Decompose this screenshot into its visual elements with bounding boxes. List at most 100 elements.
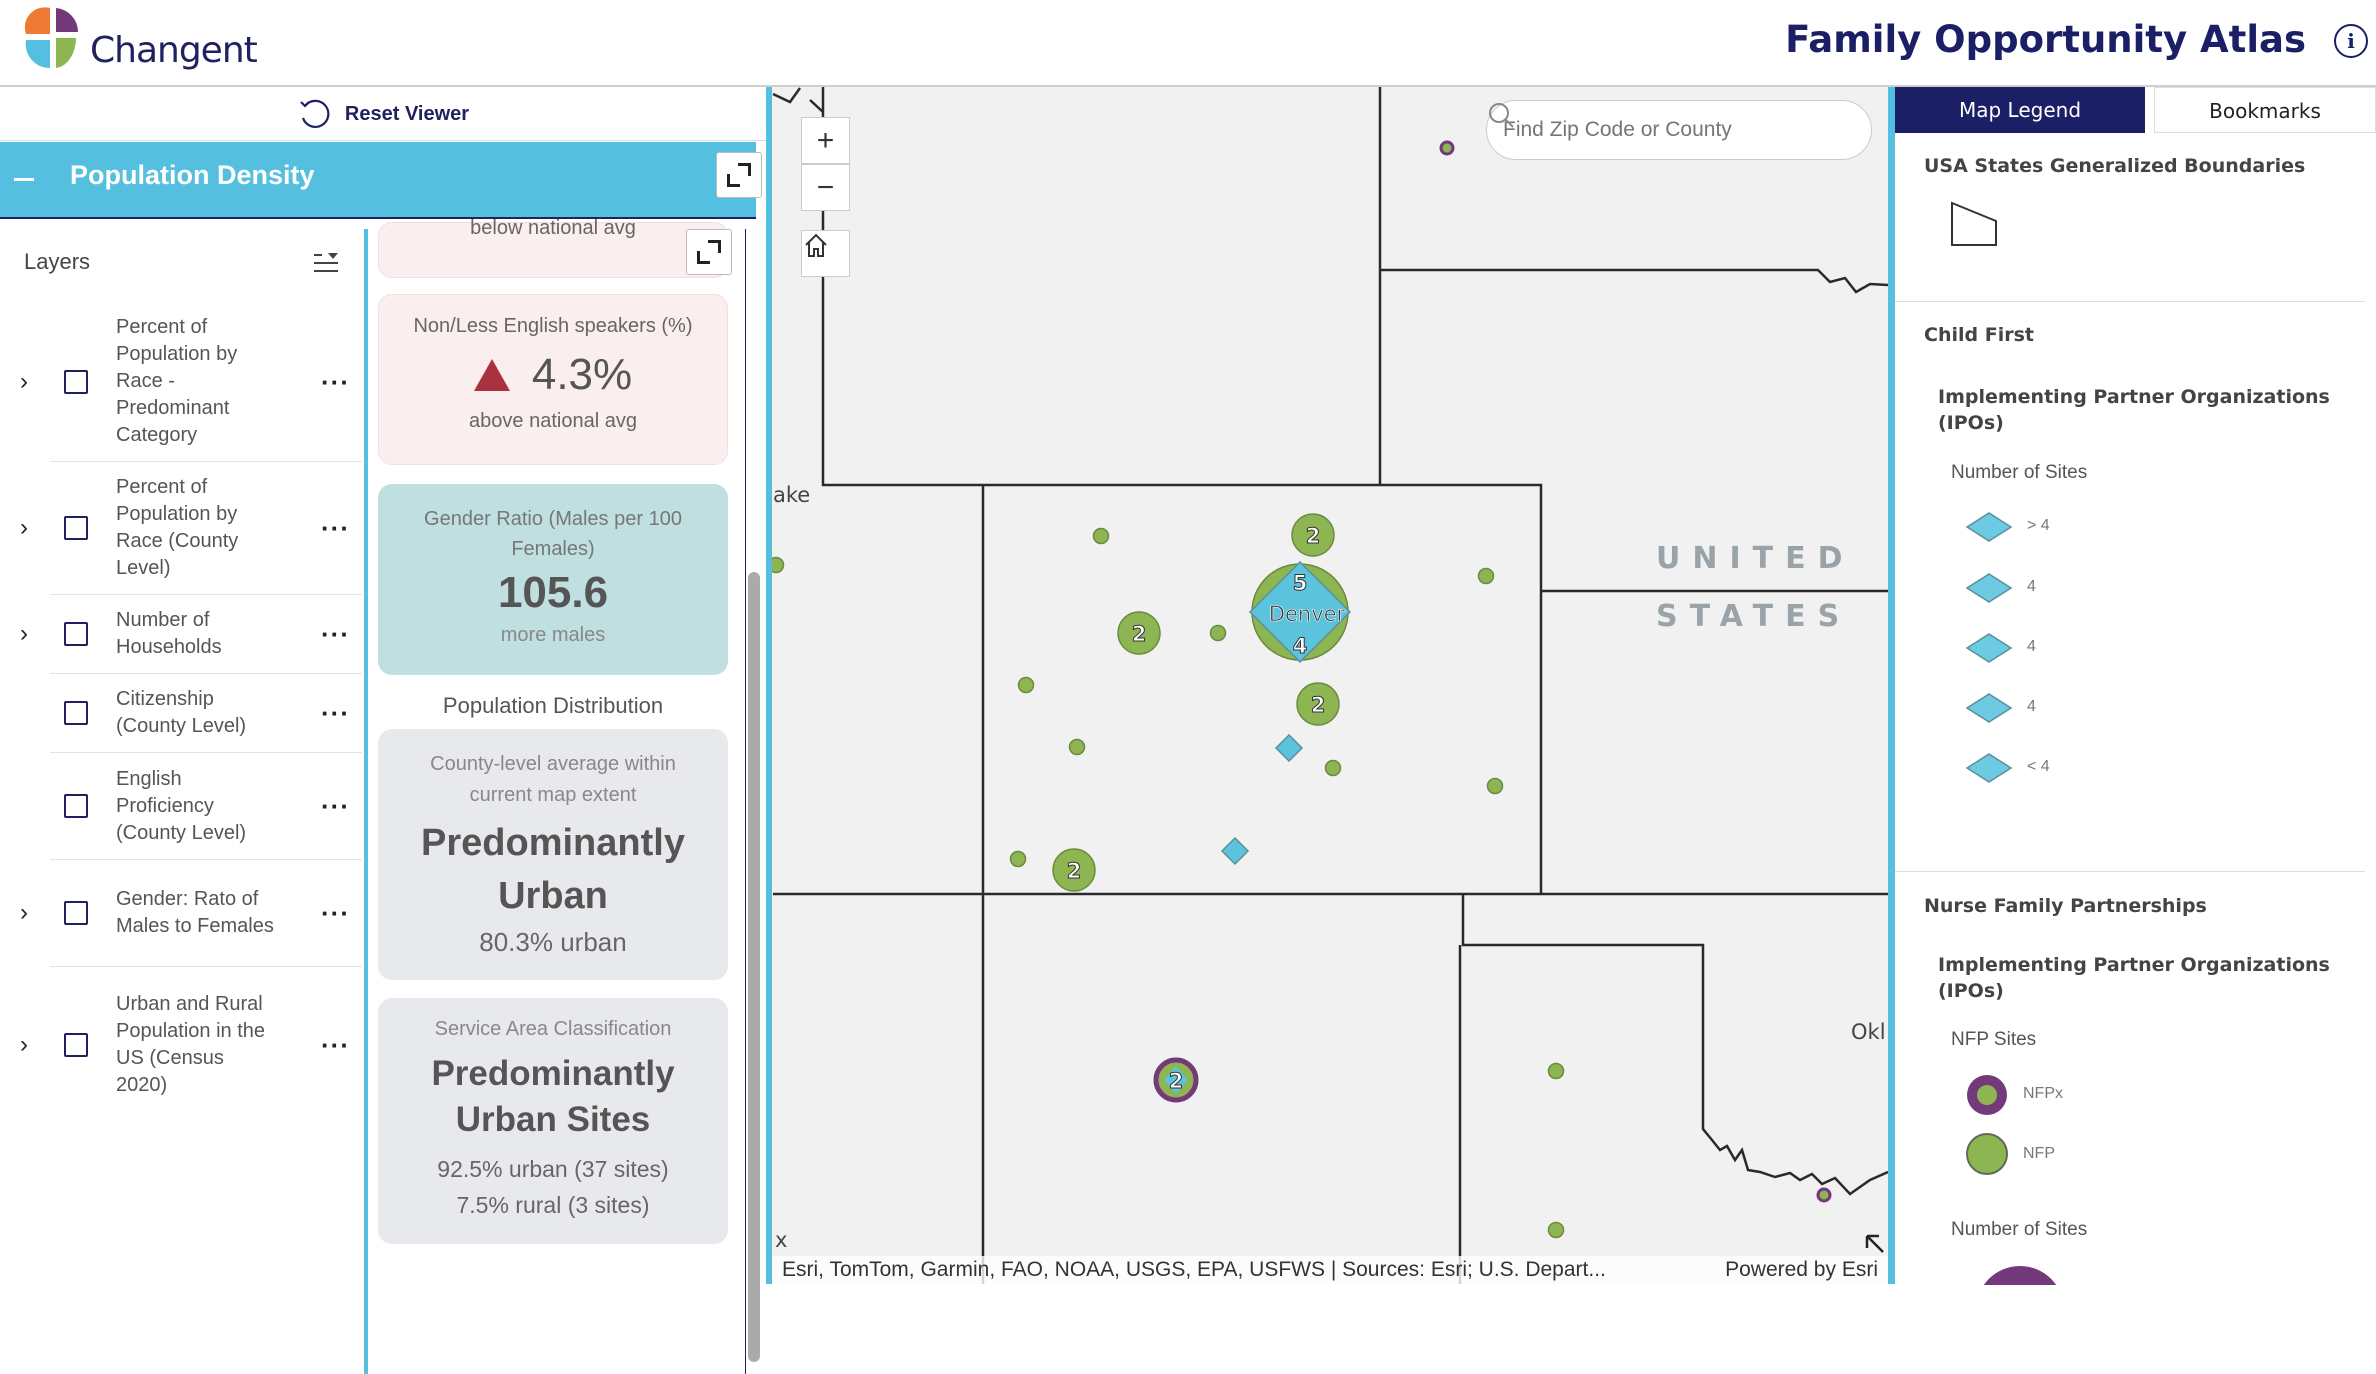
layer-checkbox[interactable] bbox=[64, 369, 88, 394]
english-speakers-card: Non/Less English speakers (%) 4.3% above… bbox=[378, 294, 728, 465]
legend-panel: Map Legend Bookmarks USA States Generali… bbox=[1895, 87, 2376, 1285]
layer-item[interactable]: English Proficiency (County Level) ··· bbox=[50, 753, 362, 860]
more-options-icon[interactable]: ··· bbox=[321, 366, 350, 397]
map-view[interactable]: UNITED STATES ake Okl x bbox=[766, 87, 1895, 1284]
powered-by-esri-link[interactable]: Powered by Esri bbox=[1725, 1258, 1878, 1281]
chevron-right-icon[interactable]: › bbox=[20, 367, 28, 395]
nfp-site-marker[interactable] bbox=[1477, 567, 1495, 585]
more-options-icon[interactable]: ··· bbox=[321, 619, 350, 649]
child-first-diamond-icon bbox=[1965, 633, 2013, 663]
more-options-icon[interactable]: ··· bbox=[321, 898, 350, 928]
place-label: Okl bbox=[1851, 1020, 1886, 1044]
layer-checkbox[interactable] bbox=[64, 901, 88, 925]
legend-item-label: 4 bbox=[2027, 578, 2036, 595]
population-density-header[interactable]: Population Density bbox=[0, 142, 762, 219]
collapse-icon[interactable] bbox=[14, 178, 34, 181]
cluster-marker[interactable] bbox=[1117, 611, 1161, 655]
reset-viewer-button[interactable]: Reset Viewer bbox=[0, 89, 766, 141]
more-options-icon[interactable]: ··· bbox=[321, 698, 350, 728]
logo-text: Changent bbox=[90, 30, 258, 71]
legend-subtitle: Implementing Partner Organizations (IPOs… bbox=[1938, 386, 2330, 434]
layer-label: Gender: Rato of Males to Females bbox=[116, 888, 274, 937]
child-first-site-marker[interactable] bbox=[1274, 733, 1304, 763]
child-first-site-marker[interactable] bbox=[1220, 836, 1250, 866]
panel-divider[interactable] bbox=[364, 229, 368, 1374]
card-title: County-level average within current map … bbox=[430, 753, 676, 806]
child-first-cluster-diamond[interactable] bbox=[1248, 560, 1352, 664]
card-title: Non/Less English speakers (%) bbox=[413, 315, 693, 337]
legend-group-label: Number of Sites bbox=[1951, 1219, 2088, 1240]
chevron-right-icon[interactable]: › bbox=[20, 899, 28, 926]
tab-bookmarks[interactable]: Bookmarks bbox=[2154, 87, 2376, 133]
scrollbar-track[interactable] bbox=[745, 229, 763, 1374]
layer-item[interactable]: › Urban and Rural Population in the US (C… bbox=[20, 967, 362, 1123]
layers-heading: Layers bbox=[24, 249, 91, 274]
card-expand-icon[interactable] bbox=[686, 229, 732, 275]
nfp-site-marker[interactable] bbox=[1209, 624, 1227, 642]
nfp-site-marker[interactable] bbox=[1017, 676, 1035, 694]
population-distribution-card: County-level average within current map … bbox=[378, 729, 728, 980]
search-input[interactable] bbox=[1503, 118, 1803, 142]
layer-item[interactable]: › Percent of Population by Race (County L… bbox=[20, 462, 362, 595]
legend-group-label: NFP Sites bbox=[1951, 1029, 2037, 1050]
layer-item[interactable]: › Number of Households ··· bbox=[20, 595, 362, 674]
chevron-right-icon[interactable]: › bbox=[20, 1031, 28, 1058]
nfp-site-marker[interactable] bbox=[772, 556, 785, 574]
nfp-site-marker[interactable] bbox=[1547, 1221, 1565, 1239]
layer-options-icon[interactable] bbox=[312, 251, 340, 275]
boundary-polygon-icon bbox=[1951, 201, 1997, 246]
zoom-out-button[interactable]: − bbox=[801, 164, 850, 211]
layer-checkbox[interactable] bbox=[64, 794, 88, 818]
location-search[interactable] bbox=[1486, 100, 1872, 160]
tab-map-legend[interactable]: Map Legend bbox=[1895, 87, 2145, 133]
cluster-marker[interactable] bbox=[1052, 848, 1096, 892]
nfpx-site-marker[interactable] bbox=[1816, 1187, 1832, 1203]
layer-item[interactable]: Citizenship (County Level) ··· bbox=[50, 674, 362, 753]
distribution-heading: Population Distribution bbox=[442, 693, 664, 718]
nfp-site-marker[interactable] bbox=[1068, 738, 1086, 756]
layer-item[interactable]: › Percent of Population by Race - Predomi… bbox=[20, 302, 362, 462]
layer-checkbox[interactable] bbox=[64, 701, 88, 725]
attribution-text: Esri, TomTom, Garmin, FAO, NOAA, USGS, E… bbox=[782, 1258, 1606, 1281]
layer-checkbox[interactable] bbox=[64, 516, 88, 540]
home-button[interactable] bbox=[801, 230, 850, 277]
expand-icon[interactable] bbox=[716, 152, 762, 198]
nfpx-site-marker[interactable] bbox=[1439, 140, 1455, 156]
layer-item[interactable]: › Gender: Rato of Males to Females ··· bbox=[20, 860, 362, 967]
chevron-right-icon[interactable]: › bbox=[20, 514, 28, 541]
nfp-site-marker[interactable] bbox=[1009, 850, 1027, 868]
chevron-right-icon[interactable]: › bbox=[20, 620, 28, 647]
card-subtitle: above national avg bbox=[469, 410, 637, 432]
cluster-count: 4 bbox=[1293, 634, 1308, 658]
layer-checkbox[interactable] bbox=[64, 1033, 88, 1057]
child-first-diamond-icon bbox=[1965, 573, 2013, 603]
more-options-icon[interactable]: ··· bbox=[321, 791, 350, 821]
section-title: Population Density bbox=[70, 160, 315, 190]
more-options-icon[interactable]: ··· bbox=[321, 1030, 350, 1060]
nfp-site-marker[interactable] bbox=[1324, 759, 1342, 777]
map-canvas[interactable]: UNITED STATES ake Okl x bbox=[772, 87, 1888, 1284]
layer-checkbox[interactable] bbox=[64, 622, 88, 646]
gender-ratio-card: Gender Ratio (Males per 100 Females) 105… bbox=[378, 484, 728, 675]
cluster-count: 2 bbox=[1132, 622, 1147, 646]
app-title: Family Opportunity Atlas bbox=[1785, 18, 2306, 61]
nfp-site-marker[interactable] bbox=[1486, 777, 1504, 795]
nfpx-cluster-marker[interactable] bbox=[1153, 1057, 1199, 1103]
app-header: Changent Family Opportunity Atlas i bbox=[0, 0, 2376, 87]
scrollbar-thumb[interactable] bbox=[748, 572, 760, 1362]
cluster-count: 2 bbox=[1311, 693, 1326, 717]
nfp-site-marker[interactable] bbox=[1092, 527, 1110, 545]
info-icon[interactable]: i bbox=[2334, 24, 2368, 58]
more-options-icon[interactable]: ··· bbox=[321, 513, 350, 543]
state-boundary bbox=[772, 87, 824, 113]
trend-up-icon bbox=[473, 359, 510, 391]
layer-label: Percent of Population by Race - Predomin… bbox=[116, 316, 238, 446]
nfp-site-marker[interactable] bbox=[1547, 1062, 1565, 1080]
cluster-marker[interactable] bbox=[1291, 513, 1335, 557]
cluster-count: 5 bbox=[1293, 571, 1308, 595]
cluster-marker[interactable] bbox=[1296, 682, 1340, 726]
zoom-in-button[interactable]: + bbox=[801, 117, 850, 164]
card-value: Predominantly Urban Sites bbox=[431, 1054, 675, 1139]
child-first-diamond-icon bbox=[1965, 693, 2013, 723]
card-title: Gender Ratio (Males per 100 Females) bbox=[424, 508, 682, 560]
